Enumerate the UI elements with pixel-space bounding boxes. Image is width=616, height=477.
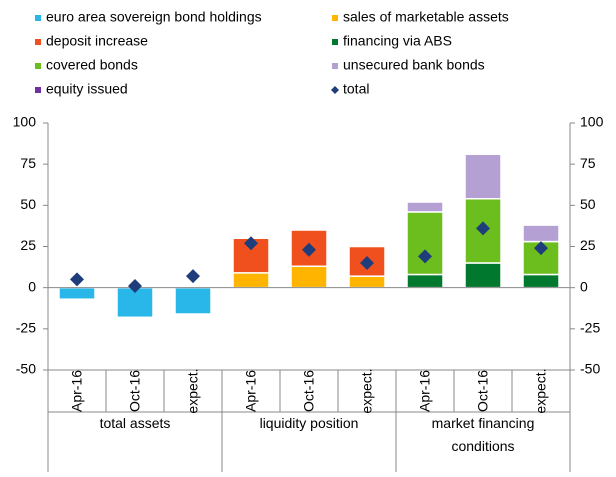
bar (522, 224, 560, 243)
legend-marker (332, 39, 338, 45)
bar (348, 245, 386, 277)
legend-marker (331, 86, 339, 94)
x-tick-label: expect. (185, 368, 201, 413)
legend-label: covered bonds (46, 57, 138, 73)
bar (522, 273, 560, 289)
total-marker (360, 255, 374, 270)
x-tick-label: Oct-16 (301, 370, 317, 412)
y2-tick-label: 25 (580, 237, 596, 253)
bar (290, 265, 328, 289)
total-marker (128, 279, 142, 294)
legend-label: sales of marketable assets (343, 9, 509, 25)
x-tick-label: expect. (533, 368, 549, 413)
y-tick-label: 50 (20, 196, 36, 212)
y-tick-label: -50 (16, 361, 36, 377)
y-tick-label: 25 (20, 237, 36, 253)
bar (174, 286, 212, 315)
legend-marker (332, 15, 338, 21)
bar (406, 201, 444, 213)
legend-marker (35, 63, 41, 69)
bar (58, 286, 96, 300)
y-tick-label: -25 (16, 320, 36, 336)
group-label: total assets (99, 415, 171, 431)
total-marker (244, 236, 258, 251)
bar (406, 273, 444, 289)
y-tick-label: 75 (20, 155, 36, 171)
bar (464, 262, 502, 289)
y2-tick-label: 100 (580, 114, 604, 130)
legend-marker (35, 39, 41, 45)
legend-label: unsecured bank bonds (343, 57, 485, 73)
y2-tick-label: -50 (580, 361, 600, 377)
y-tick-label: 100 (13, 114, 37, 130)
bar (348, 275, 386, 289)
bar (232, 272, 270, 289)
x-tick-label: Oct-16 (127, 370, 143, 412)
y2-tick-label: -25 (580, 320, 600, 336)
bar (406, 211, 444, 276)
legend-marker (332, 63, 338, 69)
y-tick-label: 0 (28, 278, 36, 294)
legend-label: euro area sovereign bond holdings (46, 9, 262, 25)
total-marker (70, 272, 84, 287)
total-marker (476, 221, 490, 236)
y2-tick-label: 75 (580, 155, 596, 171)
x-tick-label: Oct-16 (475, 370, 491, 412)
x-tick-label: Apr-16 (243, 370, 259, 412)
legend-label: total (343, 81, 369, 97)
total-marker (302, 242, 316, 257)
group-label: liquidity position (259, 415, 359, 431)
total-marker (186, 269, 200, 284)
legend-label: equity issued (46, 81, 128, 97)
legend-marker (35, 15, 41, 21)
bar (464, 153, 502, 200)
x-tick-label: Apr-16 (417, 370, 433, 412)
y2-tick-label: 0 (580, 278, 588, 294)
y2-tick-label: 50 (580, 196, 596, 212)
total-marker (418, 249, 432, 264)
legend-label: deposit increase (46, 33, 148, 49)
x-tick-label: Apr-16 (69, 370, 85, 412)
legend-label: financing via ABS (343, 33, 452, 49)
total-marker (534, 241, 548, 256)
legend-marker (35, 87, 41, 93)
group-label: market financing conditions (431, 415, 535, 454)
x-tick-label: expect. (359, 368, 375, 413)
